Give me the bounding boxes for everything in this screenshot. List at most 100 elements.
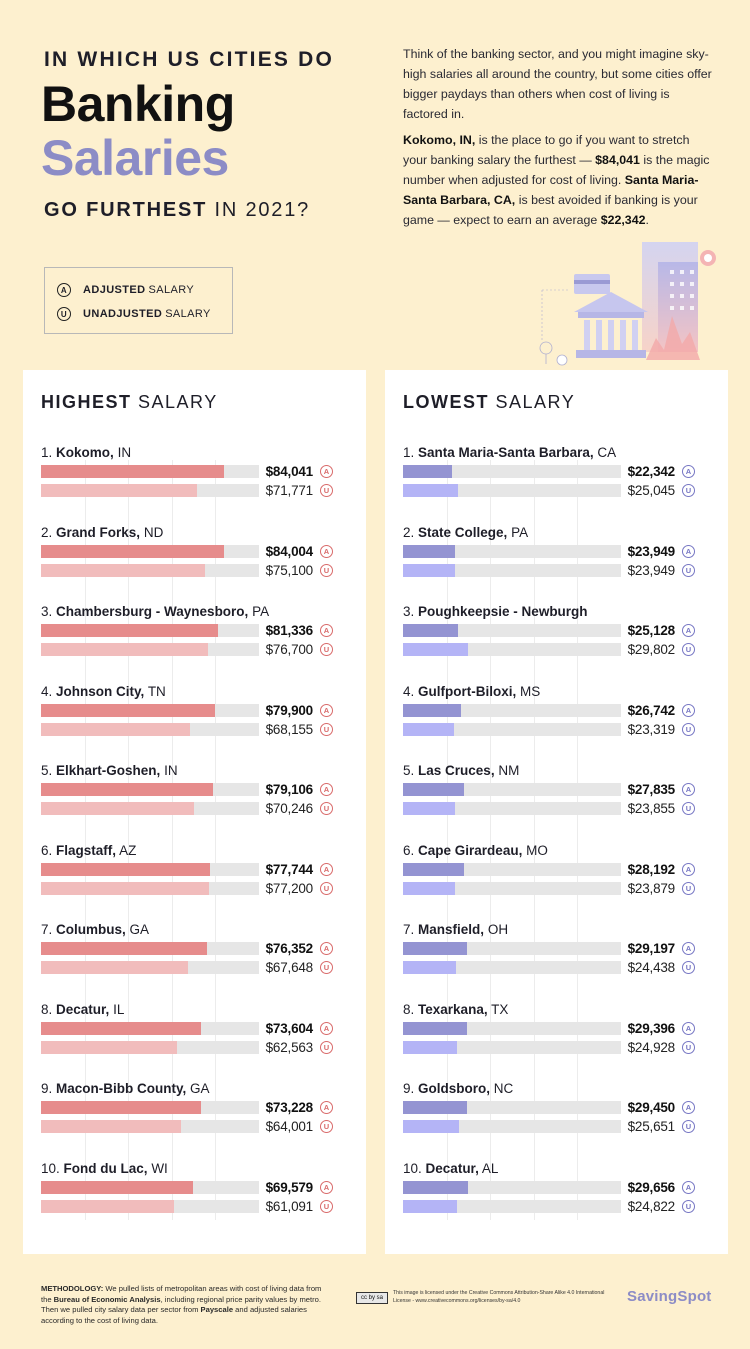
adjusted-bar-track: [41, 862, 259, 876]
intro-text-part: is the magic number when adjusted for co…: [403, 153, 710, 187]
city-rank: 2.: [41, 524, 53, 540]
city-rank: 4.: [41, 683, 53, 699]
unadjusted-value-label: $77,200: [265, 880, 314, 896]
city-name: Gulfport-Biloxi,: [418, 683, 517, 699]
city-rank: 3.: [403, 604, 415, 619]
lowest-entry: 5. Las Cruces, NM $27,835 A $23,855 U: [403, 762, 723, 832]
lowest-card-title-rest: SALARY: [495, 392, 576, 412]
city-rank: 1.: [41, 445, 53, 460]
city-label: 5. Las Cruces, NM: [403, 762, 519, 780]
adjusted-bar-track: [41, 624, 259, 637]
adjusted-bar: [403, 1101, 468, 1114]
unadjusted-value-label: $25,045: [627, 483, 676, 498]
adjusted-bar: [41, 1180, 193, 1194]
city-rank: 9.: [403, 1081, 415, 1096]
highest-gridline: [171, 460, 173, 1220]
unadjusted-icon: U: [320, 1199, 333, 1213]
unadjusted-bar: [41, 643, 209, 656]
adjusted-bar: [403, 544, 456, 558]
unadjusted-bar-track: [41, 881, 259, 895]
adjusted-bar: [41, 783, 214, 796]
city-label: 2. State College, PA: [403, 524, 528, 542]
lowest-entry: 8. Texarkana, TX $29,396 A $24,928 U: [403, 1001, 723, 1071]
city-name: Kokomo,: [56, 445, 114, 460]
adjusted-icon: A: [682, 703, 695, 717]
adjusted-icon: A: [682, 862, 695, 876]
unadjusted-bar: [403, 881, 456, 895]
highest-entry: 10. Fond du Lac, WI $69,579 A $61,091 U: [41, 1160, 361, 1230]
unadjusted-bar-track: [403, 802, 621, 815]
city-state: GA: [190, 1081, 210, 1096]
adjusted-icon: A: [320, 942, 333, 955]
adjusted-icon: A: [320, 703, 333, 717]
intro-text-part: is the place to go if you want to stretc…: [403, 133, 690, 167]
highest-salary-card: HIGHEST SALARY 1. Kokomo, IN $84,041 A $71,…: [23, 370, 366, 1254]
methodology-text: We pulled lists of metropolitan areas wi…: [41, 1284, 322, 1304]
city-name: Macon-Bibb County,: [56, 1081, 187, 1096]
unadjusted-icon: U: [320, 1120, 333, 1133]
unadjusted-bar: [41, 881, 210, 895]
city-label: 6. Flagstaff, AZ: [41, 842, 136, 860]
adjusted-bar-track: [41, 783, 259, 796]
adjusted-bar: [403, 703, 462, 717]
city-rank: 1.: [403, 445, 415, 460]
lowest-entry: 4. Gulfport-Biloxi, MS $26,742 A $23,319 U: [403, 683, 723, 753]
adjusted-value-label: $79,106: [265, 782, 314, 797]
city-name: Elkhart-Goshen,: [56, 763, 161, 778]
unadjusted-bar: [403, 563, 456, 577]
unadjusted-value-label: $68,155: [265, 721, 314, 737]
unadjusted-icon: U: [682, 484, 695, 497]
intro-paragraph-2: Kokomo, IN, is the place to go if you wa…: [403, 130, 713, 230]
unadjusted-bar: [403, 1120, 459, 1133]
unadjusted-bar: [41, 563, 205, 577]
unadjusted-icon: U: [320, 1040, 333, 1054]
lowest-gridline: [490, 460, 492, 1220]
lowest-entry: 2. State College, PA $23,949 A $23,949 U: [403, 524, 723, 594]
adjusted-icon: A: [320, 1021, 333, 1035]
title-line-4: GO FURTHEST IN 2021?: [44, 199, 310, 222]
city-label: 1. Santa Maria-Santa Barbara, CA: [403, 444, 616, 462]
city-label: 4. Gulfport-Biloxi, MS: [403, 683, 540, 701]
unadjusted-bar-track: [403, 484, 621, 497]
unadjusted-icon: U: [682, 802, 695, 815]
city-rank: 9.: [41, 1081, 53, 1096]
adjusted-value-label: $29,656: [627, 1179, 676, 1195]
adjusted-value-label: $73,228: [265, 1100, 314, 1115]
city-name: Flagstaff,: [56, 842, 117, 858]
city-state: IN: [164, 763, 178, 778]
unadjusted-bar: [403, 961, 457, 974]
adjusted-icon: A: [320, 544, 333, 558]
unadjusted-bar: [41, 1120, 181, 1133]
city-label: 2. Grand Forks, ND: [41, 524, 163, 542]
city-state: IL: [113, 1001, 125, 1017]
unadjusted-value-label: $29,802: [627, 642, 676, 657]
lowest-entry: 6. Cape Girardeau, MO $28,192 A $23,879 U: [403, 842, 723, 912]
adjusted-bar-track: [403, 544, 621, 558]
lowest-entry: 7. Mansfield, OH $29,197 A $24,438 U: [403, 921, 723, 991]
adjusted-bar-track: [403, 703, 621, 717]
unadjusted-bar: [403, 1199, 458, 1213]
unadjusted-icon: U: [682, 1040, 695, 1054]
lowest-salary-card: LOWEST SALARY 1. Santa Maria-Santa Barba…: [385, 370, 728, 1254]
city-state: PA: [252, 604, 270, 619]
city-name: Texarkana,: [418, 1001, 488, 1017]
city-state: TN: [147, 683, 166, 699]
adjusted-icon: A: [682, 544, 695, 558]
adjusted-icon: A: [320, 1101, 333, 1114]
title-line-1: IN WHICH US CITIES DO: [44, 48, 335, 71]
methodology-label: METHODOLOGY:: [41, 1284, 104, 1293]
adjusted-icon: A: [682, 465, 695, 478]
unadjusted-value-label: $23,879: [627, 880, 676, 896]
city-label: 9. Goldsboro, NC: [403, 1080, 513, 1098]
lowest-entry: 3. Poughkeepsie - Newburgh - Middletown,…: [403, 603, 723, 673]
legend-unadjusted-rest: SALARY: [165, 308, 211, 320]
adjusted-icon: A: [320, 465, 333, 478]
intro-text: Think of the banking sector, and you mig…: [403, 44, 713, 236]
adjusted-icon: A: [682, 783, 695, 796]
unadjusted-bar-track: [41, 802, 259, 815]
adjusted-bar: [403, 465, 452, 478]
unadjusted-bar-track: [403, 563, 621, 577]
city-state: ND: [143, 524, 164, 540]
unadjusted-bar: [41, 802, 195, 815]
city-rank: 6.: [403, 842, 415, 858]
